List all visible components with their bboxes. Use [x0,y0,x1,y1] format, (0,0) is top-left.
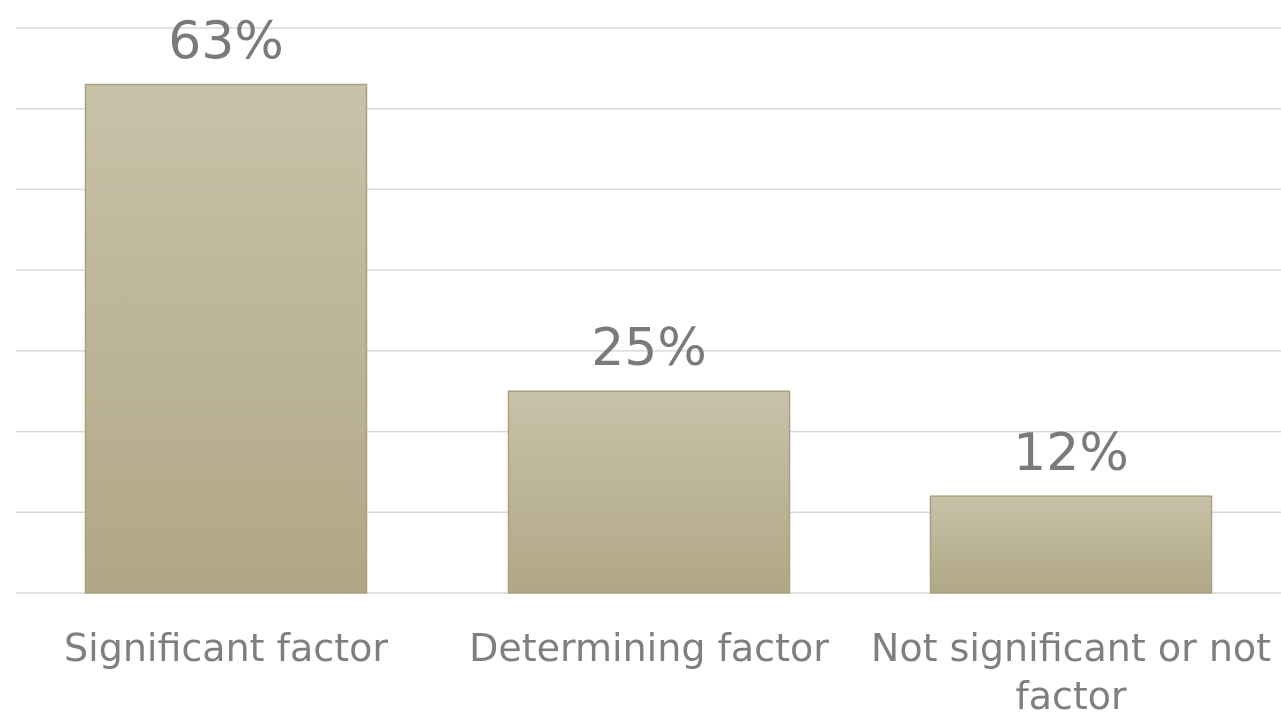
category-label-1: Significant factor [64,626,388,670]
bar-2 [507,390,791,594]
data-label-3: 12% [1013,423,1129,483]
data-labels: 63% 25% 12% [168,12,1129,484]
category-labels: Significant factor Determining factor Not … [64,626,1271,713]
category-label-3: Not significant or not factor [871,626,1271,713]
category-label-2: Determining factor [469,626,829,670]
bar-3 [929,495,1213,594]
bar-1 [84,83,368,594]
data-label-1: 63% [168,12,284,72]
bars [84,83,1213,594]
data-label-2: 25% [591,318,707,378]
